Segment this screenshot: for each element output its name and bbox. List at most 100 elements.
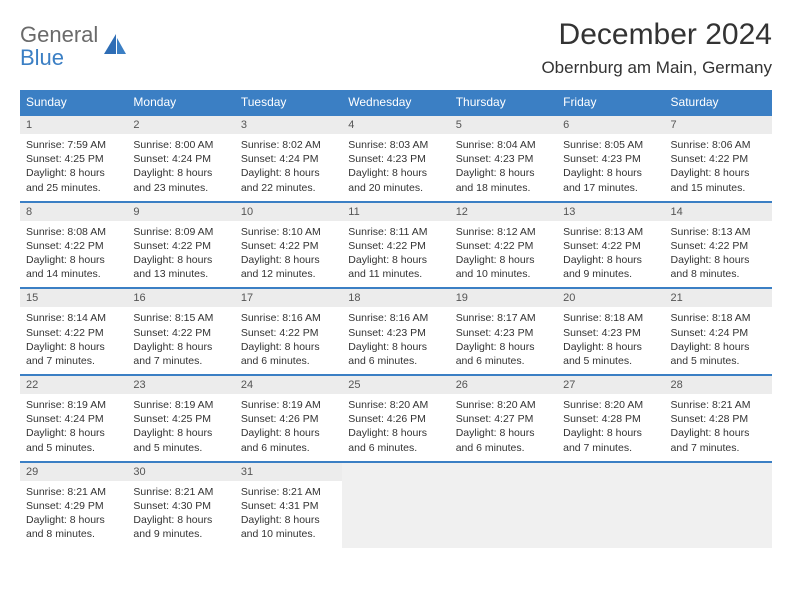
day-number: 31 (235, 463, 342, 481)
daylight-line: Daylight: 8 hours (671, 340, 766, 354)
daylight-line: and 6 minutes. (456, 354, 551, 368)
sunset-line: Sunset: 4:28 PM (671, 412, 766, 426)
day-cell: 22Sunrise: 8:19 AMSunset: 4:24 PMDayligh… (20, 375, 127, 462)
calendar-row: 8Sunrise: 8:08 AMSunset: 4:22 PMDaylight… (20, 202, 772, 289)
sail-icon (102, 32, 128, 63)
day-number: 30 (127, 463, 234, 481)
day-number: 18 (342, 289, 449, 307)
daylight-line: Daylight: 8 hours (133, 340, 228, 354)
day-details: Sunrise: 8:10 AMSunset: 4:22 PMDaylight:… (235, 221, 342, 288)
day-details: Sunrise: 8:16 AMSunset: 4:22 PMDaylight:… (235, 307, 342, 374)
day-cell: 7Sunrise: 8:06 AMSunset: 4:22 PMDaylight… (665, 115, 772, 202)
day-cell: 1Sunrise: 7:59 AMSunset: 4:25 PMDaylight… (20, 115, 127, 202)
daylight-line: and 22 minutes. (241, 181, 336, 195)
day-number: 8 (20, 203, 127, 221)
sunset-line: Sunset: 4:22 PM (671, 239, 766, 253)
sunset-line: Sunset: 4:23 PM (563, 152, 658, 166)
sunset-line: Sunset: 4:22 PM (563, 239, 658, 253)
day-number: 7 (665, 116, 772, 134)
sunset-line: Sunset: 4:23 PM (456, 152, 551, 166)
daylight-line: Daylight: 8 hours (456, 166, 551, 180)
day-cell: 31Sunrise: 8:21 AMSunset: 4:31 PMDayligh… (235, 462, 342, 548)
calendar-body: 1Sunrise: 7:59 AMSunset: 4:25 PMDaylight… (20, 115, 772, 548)
sunset-line: Sunset: 4:23 PM (563, 326, 658, 340)
day-details: Sunrise: 8:21 AMSunset: 4:29 PMDaylight:… (20, 481, 127, 548)
daylight-line: and 6 minutes. (456, 441, 551, 455)
weekday-header: Tuesday (235, 90, 342, 115)
sunrise-line: Sunrise: 8:21 AM (133, 485, 228, 499)
sunrise-line: Sunrise: 8:13 AM (563, 225, 658, 239)
daylight-line: and 6 minutes. (348, 354, 443, 368)
day-cell: 15Sunrise: 8:14 AMSunset: 4:22 PMDayligh… (20, 288, 127, 375)
day-details: Sunrise: 8:15 AMSunset: 4:22 PMDaylight:… (127, 307, 234, 374)
day-number: 26 (450, 376, 557, 394)
day-number: 12 (450, 203, 557, 221)
sunrise-line: Sunrise: 8:17 AM (456, 311, 551, 325)
day-details: Sunrise: 8:19 AMSunset: 4:26 PMDaylight:… (235, 394, 342, 461)
daylight-line: and 8 minutes. (26, 527, 121, 541)
daylight-line: and 6 minutes. (348, 441, 443, 455)
daylight-line: and 14 minutes. (26, 267, 121, 281)
day-details: Sunrise: 7:59 AMSunset: 4:25 PMDaylight:… (20, 134, 127, 201)
sunrise-line: Sunrise: 8:04 AM (456, 138, 551, 152)
location-label: Obernburg am Main, Germany (541, 58, 772, 78)
daylight-line: Daylight: 8 hours (671, 166, 766, 180)
daylight-line: Daylight: 8 hours (241, 426, 336, 440)
day-cell: 12Sunrise: 8:12 AMSunset: 4:22 PMDayligh… (450, 202, 557, 289)
daylight-line: Daylight: 8 hours (348, 426, 443, 440)
daylight-line: Daylight: 8 hours (348, 166, 443, 180)
daylight-line: and 10 minutes. (456, 267, 551, 281)
sunrise-line: Sunrise: 8:12 AM (456, 225, 551, 239)
day-number: 2 (127, 116, 234, 134)
day-cell: 19Sunrise: 8:17 AMSunset: 4:23 PMDayligh… (450, 288, 557, 375)
day-details: Sunrise: 8:09 AMSunset: 4:22 PMDaylight:… (127, 221, 234, 288)
daylight-line: and 5 minutes. (563, 354, 658, 368)
day-number: 20 (557, 289, 664, 307)
sunrise-line: Sunrise: 8:20 AM (456, 398, 551, 412)
daylight-line: Daylight: 8 hours (26, 253, 121, 267)
sunset-line: Sunset: 4:26 PM (348, 412, 443, 426)
day-number: 17 (235, 289, 342, 307)
day-cell: 10Sunrise: 8:10 AMSunset: 4:22 PMDayligh… (235, 202, 342, 289)
weekday-header: Friday (557, 90, 664, 115)
day-number: 25 (342, 376, 449, 394)
day-details: Sunrise: 8:21 AMSunset: 4:30 PMDaylight:… (127, 481, 234, 548)
day-number: 11 (342, 203, 449, 221)
daylight-line: and 20 minutes. (348, 181, 443, 195)
daylight-line: Daylight: 8 hours (241, 166, 336, 180)
empty-cell (450, 462, 557, 548)
sunset-line: Sunset: 4:26 PM (241, 412, 336, 426)
daylight-line: Daylight: 8 hours (563, 426, 658, 440)
daylight-line: Daylight: 8 hours (133, 513, 228, 527)
day-number: 28 (665, 376, 772, 394)
day-details: Sunrise: 8:06 AMSunset: 4:22 PMDaylight:… (665, 134, 772, 201)
sunset-line: Sunset: 4:29 PM (26, 499, 121, 513)
day-details: Sunrise: 8:02 AMSunset: 4:24 PMDaylight:… (235, 134, 342, 201)
day-cell: 14Sunrise: 8:13 AMSunset: 4:22 PMDayligh… (665, 202, 772, 289)
day-cell: 25Sunrise: 8:20 AMSunset: 4:26 PMDayligh… (342, 375, 449, 462)
daylight-line: and 15 minutes. (671, 181, 766, 195)
daylight-line: Daylight: 8 hours (456, 253, 551, 267)
title-block: December 2024 Obernburg am Main, Germany (541, 18, 772, 78)
sunrise-line: Sunrise: 8:02 AM (241, 138, 336, 152)
day-number: 13 (557, 203, 664, 221)
daylight-line: Daylight: 8 hours (456, 426, 551, 440)
daylight-line: and 25 minutes. (26, 181, 121, 195)
sunset-line: Sunset: 4:24 PM (671, 326, 766, 340)
day-cell: 4Sunrise: 8:03 AMSunset: 4:23 PMDaylight… (342, 115, 449, 202)
day-number: 15 (20, 289, 127, 307)
sunset-line: Sunset: 4:28 PM (563, 412, 658, 426)
day-details: Sunrise: 8:20 AMSunset: 4:28 PMDaylight:… (557, 394, 664, 461)
daylight-line: Daylight: 8 hours (456, 340, 551, 354)
day-cell: 16Sunrise: 8:15 AMSunset: 4:22 PMDayligh… (127, 288, 234, 375)
day-cell: 27Sunrise: 8:20 AMSunset: 4:28 PMDayligh… (557, 375, 664, 462)
empty-cell (557, 462, 664, 548)
day-details: Sunrise: 8:12 AMSunset: 4:22 PMDaylight:… (450, 221, 557, 288)
sunrise-line: Sunrise: 8:21 AM (241, 485, 336, 499)
day-details: Sunrise: 8:08 AMSunset: 4:22 PMDaylight:… (20, 221, 127, 288)
daylight-line: Daylight: 8 hours (133, 426, 228, 440)
day-details: Sunrise: 8:18 AMSunset: 4:24 PMDaylight:… (665, 307, 772, 374)
day-details: Sunrise: 8:13 AMSunset: 4:22 PMDaylight:… (665, 221, 772, 288)
sunset-line: Sunset: 4:22 PM (456, 239, 551, 253)
sunset-line: Sunset: 4:23 PM (348, 326, 443, 340)
